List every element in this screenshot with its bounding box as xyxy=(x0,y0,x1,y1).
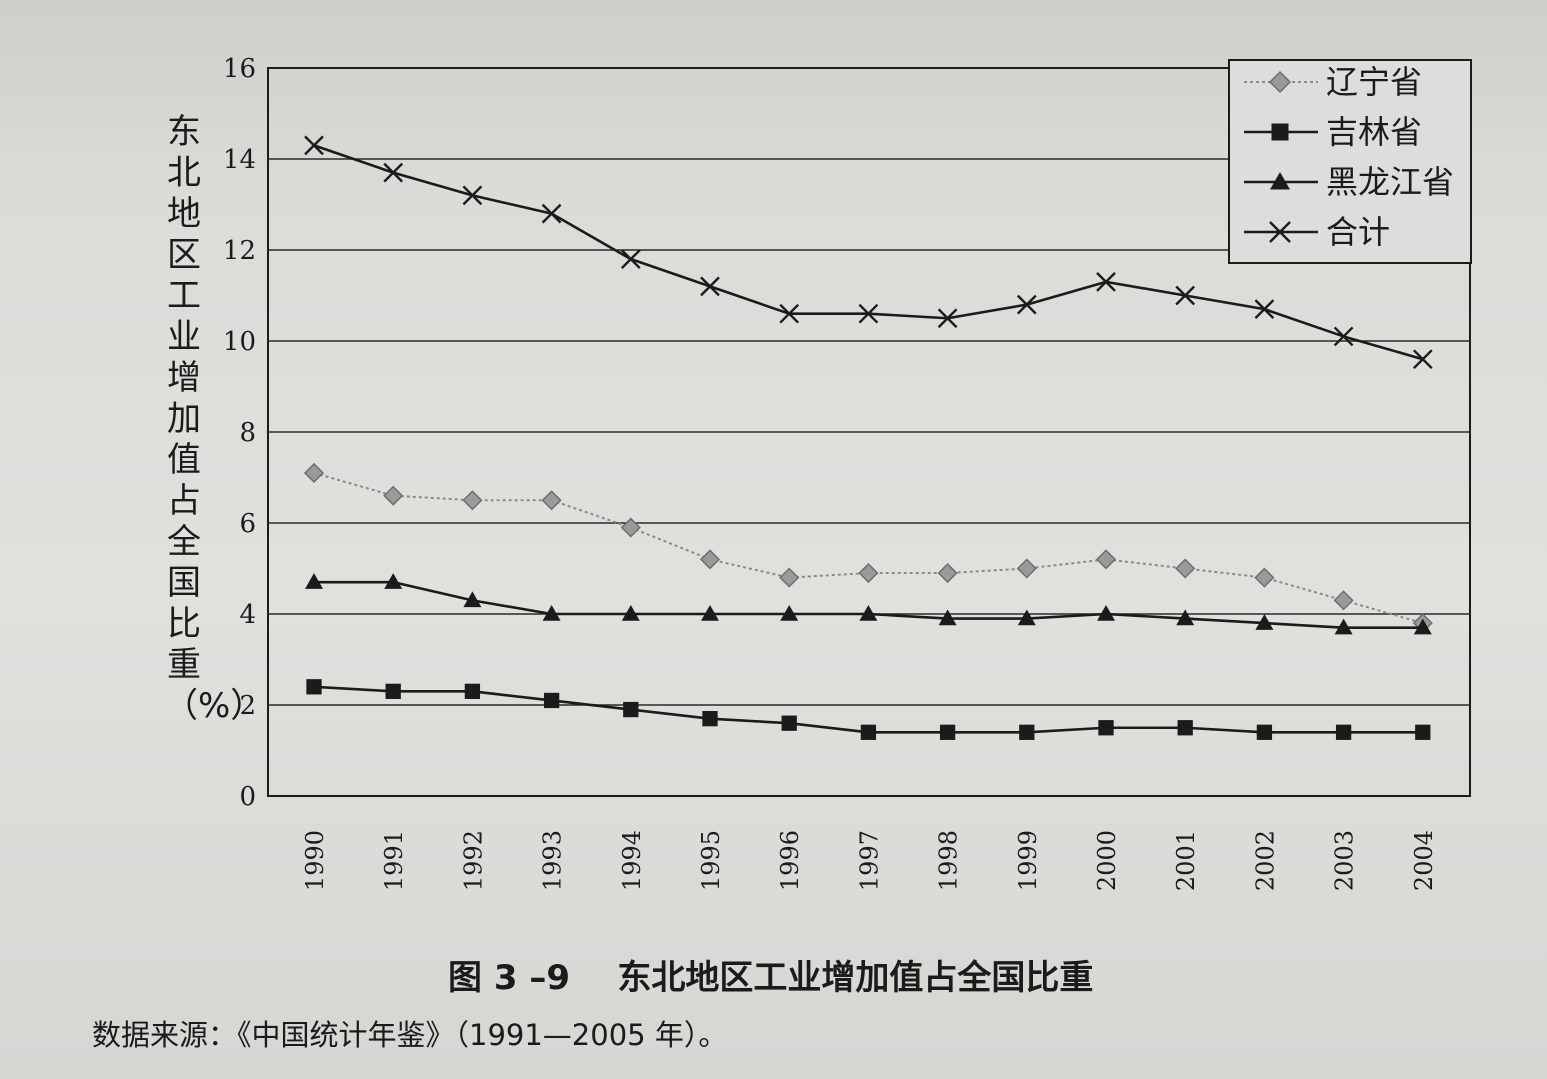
x-tick-label: 2000 xyxy=(1093,830,1121,891)
legend-label: 吉林省 xyxy=(1326,113,1422,151)
data-point-x xyxy=(1175,285,1196,306)
x-tick-label: 1990 xyxy=(301,830,329,891)
data-point-triangle xyxy=(1097,605,1115,621)
x-tick-label: 2003 xyxy=(1331,830,1359,891)
x-tick-label: 1996 xyxy=(776,830,804,891)
data-point-x xyxy=(858,303,879,324)
y-tick-label: 4 xyxy=(239,600,256,630)
data-point-diamond xyxy=(1175,558,1196,579)
y-tick-label: 8 xyxy=(239,418,256,448)
data-point-square xyxy=(939,724,956,740)
data-point-triangle xyxy=(1334,618,1353,635)
x-tick-label: 1995 xyxy=(697,830,725,891)
data-point-square xyxy=(623,701,639,718)
data-point-x xyxy=(541,203,562,224)
data-point-diamond xyxy=(779,567,800,588)
data-point-square xyxy=(1019,724,1035,740)
data-point-square xyxy=(306,679,322,695)
data-point-triangle xyxy=(701,605,719,621)
legend-label: 黑龙江省 xyxy=(1326,163,1454,201)
y-tick-label: 2 xyxy=(239,691,256,721)
data-point-x xyxy=(462,185,483,206)
data-point-square xyxy=(543,692,560,709)
source-note: 数据来源：《中国统计年鉴》（1991—2005 年）。 xyxy=(92,1018,728,1052)
data-point-x xyxy=(383,162,404,183)
data-point-triangle xyxy=(1176,609,1195,626)
data-point-x xyxy=(700,276,720,297)
data-point-triangle xyxy=(305,573,323,589)
y-tick-label: 12 xyxy=(223,236,256,266)
data-point-square xyxy=(1415,724,1431,740)
data-point-triangle xyxy=(463,591,482,608)
data-point-square xyxy=(781,715,797,731)
data-point-diamond xyxy=(1254,567,1275,588)
x-tick-label: 2001 xyxy=(1172,830,1200,891)
data-point-square xyxy=(1177,720,1193,736)
data-point-x xyxy=(1412,349,1433,370)
x-tick-label: 1997 xyxy=(855,830,883,891)
data-point-diamond xyxy=(462,490,483,511)
data-point-triangle xyxy=(384,573,403,589)
y-tick-label: 0 xyxy=(239,782,256,812)
x-tick-label: 1998 xyxy=(935,830,963,891)
data-point-diamond xyxy=(699,549,721,570)
data-point-triangle xyxy=(621,605,640,621)
data-point-square xyxy=(1271,123,1289,141)
data-point-diamond xyxy=(383,485,404,506)
data-point-x xyxy=(1333,326,1354,347)
data-point-diamond xyxy=(858,562,879,584)
x-tick-label: 1999 xyxy=(1014,830,1042,891)
data-point-x xyxy=(779,303,800,324)
x-tick-label: 1992 xyxy=(459,830,487,891)
data-point-x xyxy=(1269,221,1291,243)
figure-caption: 图 3 –9 东北地区工业增加值占全国比重 xyxy=(448,958,1094,998)
data-point-diamond xyxy=(541,490,562,511)
data-point-square xyxy=(464,683,481,699)
data-point-square xyxy=(702,711,718,727)
data-point-square xyxy=(860,724,877,740)
data-point-square xyxy=(1256,724,1273,740)
x-tick-label: 2002 xyxy=(1251,830,1279,891)
data-point-diamond xyxy=(1268,70,1292,94)
x-tick-label: 2004 xyxy=(1410,830,1438,891)
data-point-diamond xyxy=(1333,590,1354,611)
data-point-triangle xyxy=(1017,609,1036,626)
data-point-x xyxy=(304,135,324,156)
x-tick-label: 1993 xyxy=(539,830,567,891)
y-tick-label: 16 xyxy=(223,54,256,84)
data-point-x xyxy=(1016,294,1037,315)
data-point-square xyxy=(1335,724,1352,740)
data-point-triangle xyxy=(1413,618,1432,635)
data-point-x xyxy=(937,308,958,329)
x-tick-label: 1991 xyxy=(380,830,408,891)
y-tick-label: 6 xyxy=(239,509,256,539)
legend-box xyxy=(1228,59,1472,264)
data-point-triangle xyxy=(542,605,561,621)
y-tick-label: 10 xyxy=(223,327,256,357)
data-point-diamond xyxy=(1016,558,1037,579)
data-point-diamond xyxy=(1095,549,1117,570)
data-point-diamond xyxy=(620,517,641,538)
data-point-triangle xyxy=(938,609,957,626)
data-point-x xyxy=(1254,299,1275,319)
legend-label: 合计 xyxy=(1326,213,1390,251)
data-point-square xyxy=(1098,720,1114,736)
y-axis-label: 东北地区工业增加值占全国比重（%） xyxy=(164,112,264,726)
data-point-triangle xyxy=(780,605,799,621)
data-point-diamond xyxy=(937,562,958,584)
data-point-square xyxy=(385,683,401,699)
data-point-triangle xyxy=(859,605,878,621)
x-tick-label: 1994 xyxy=(618,830,646,891)
legend-label: 辽宁省 xyxy=(1326,63,1422,101)
y-tick-label: 14 xyxy=(223,145,256,175)
data-point-x xyxy=(620,249,641,269)
data-point-triangle xyxy=(1270,172,1290,190)
series-line-2 xyxy=(314,580,1423,629)
data-point-diamond xyxy=(303,462,325,484)
data-point-x xyxy=(1096,272,1116,292)
data-point-triangle xyxy=(1255,614,1274,630)
